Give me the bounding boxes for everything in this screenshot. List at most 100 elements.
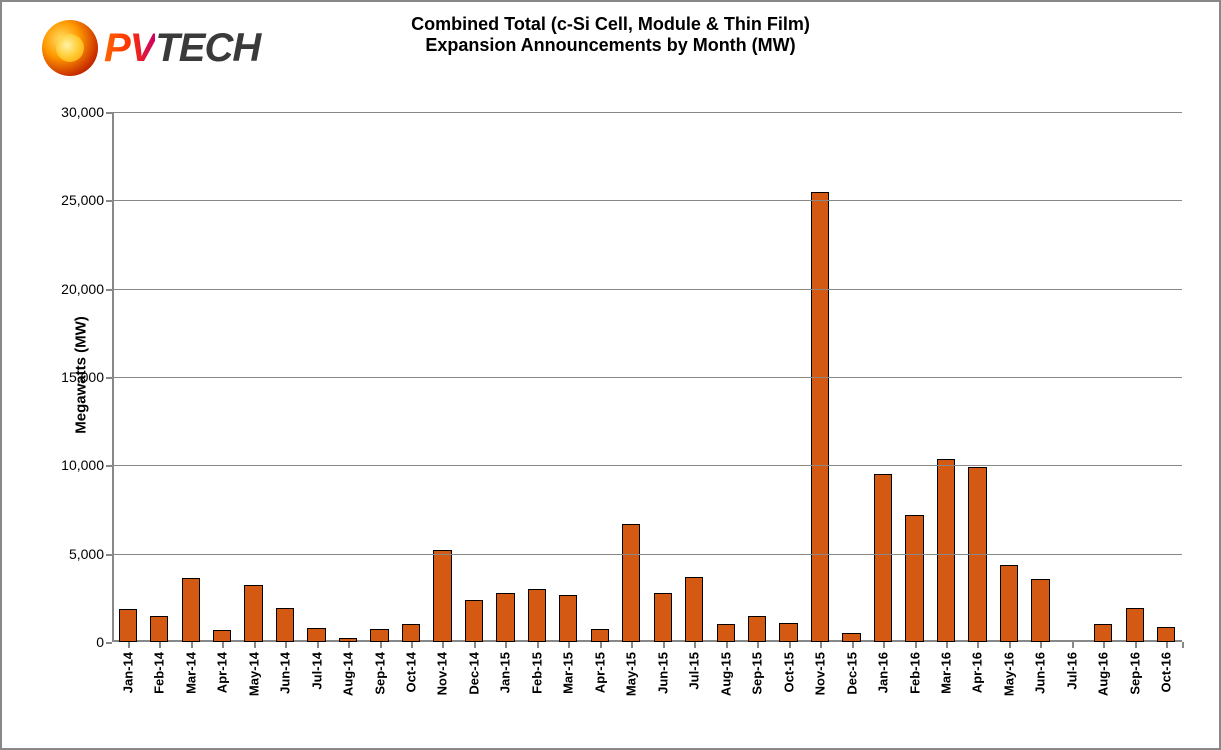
bar — [779, 623, 797, 642]
bar — [937, 459, 955, 642]
grid-line — [112, 289, 1182, 290]
x-tick-label: Jun-14 — [278, 652, 293, 694]
y-tick-mark — [106, 465, 112, 467]
x-tick-mark — [222, 642, 224, 648]
bar — [748, 616, 766, 643]
x-tick-mark — [442, 642, 444, 648]
bar — [370, 629, 388, 642]
x-tick-label: Aug-14 — [341, 652, 356, 696]
x-tick-label: Apr-15 — [592, 652, 607, 693]
x-tick-mark — [1166, 642, 1168, 648]
x-tick-mark — [1182, 642, 1184, 648]
title-line-2: Expansion Announcements by Month (MW) — [2, 35, 1219, 56]
x-tick-label: Nov-14 — [435, 652, 450, 695]
chart-container: PVTECH Combined Total (c-Si Cell, Module… — [0, 0, 1221, 750]
x-tick-mark — [977, 642, 979, 648]
x-tick-mark — [757, 642, 759, 648]
x-tick-mark — [789, 642, 791, 648]
x-tick-mark — [726, 642, 728, 648]
x-tick-label: Mar-16 — [938, 652, 953, 694]
x-tick-label: Jul-16 — [1064, 652, 1079, 690]
y-tick-label: 30,000 — [61, 104, 104, 120]
x-tick-mark — [1009, 642, 1011, 648]
plot-area: 05,00010,00015,00020,00025,00030,000 — [112, 112, 1182, 642]
bar — [465, 600, 483, 642]
x-tick-label: Aug-15 — [718, 652, 733, 696]
x-tick-mark — [1135, 642, 1137, 648]
x-tick-label: Dec-14 — [466, 652, 481, 695]
x-tick-mark — [317, 642, 319, 648]
grid-line — [112, 200, 1182, 201]
x-tick-mark — [820, 642, 822, 648]
grid-line — [112, 554, 1182, 555]
y-tick-mark — [106, 200, 112, 202]
x-tick-mark — [380, 642, 382, 648]
x-tick-mark — [191, 642, 193, 648]
x-tick-label: Aug-16 — [1096, 652, 1111, 696]
x-tick-label: Mar-15 — [561, 652, 576, 694]
x-tick-mark — [159, 642, 161, 648]
x-tick-label: Apr-16 — [970, 652, 985, 693]
x-tick-mark — [1072, 642, 1074, 648]
x-tick-mark — [915, 642, 917, 648]
y-tick-mark — [106, 642, 112, 644]
y-tick-label: 5,000 — [69, 546, 104, 562]
bar — [244, 585, 262, 642]
x-tick-mark — [946, 642, 948, 648]
bar — [496, 593, 514, 642]
bar — [559, 595, 577, 642]
y-tick-label: 15,000 — [61, 369, 104, 385]
bar — [842, 633, 860, 642]
bar — [1000, 565, 1018, 642]
y-tick-mark — [106, 377, 112, 379]
bar — [433, 550, 451, 642]
x-tick-mark — [1040, 642, 1042, 648]
x-tick-label: May-15 — [624, 652, 639, 696]
x-tick-label: Dec-15 — [844, 652, 859, 695]
y-tick-mark — [106, 289, 112, 291]
bar — [1157, 627, 1175, 642]
x-tick-label: Sep-14 — [372, 652, 387, 695]
x-tick-mark — [285, 642, 287, 648]
x-tick-label: Feb-15 — [529, 652, 544, 694]
bar — [276, 608, 294, 642]
x-tick-label: Sep-15 — [750, 652, 765, 695]
x-tick-mark — [254, 642, 256, 648]
bar — [874, 474, 892, 642]
bar — [1031, 579, 1049, 642]
grid-line — [112, 377, 1182, 378]
x-tick-label: Feb-16 — [907, 652, 922, 694]
bar — [307, 628, 325, 642]
x-tick-label: May-16 — [1001, 652, 1016, 696]
x-tick-mark — [600, 642, 602, 648]
bar — [717, 624, 735, 642]
x-tick-label: Jul-15 — [687, 652, 702, 690]
x-tick-label: Jun-16 — [1033, 652, 1048, 694]
x-tick-mark — [663, 642, 665, 648]
title-line-1: Combined Total (c-Si Cell, Module & Thin… — [2, 14, 1219, 35]
y-tick-label: 0 — [96, 634, 104, 650]
y-tick-label: 10,000 — [61, 457, 104, 473]
bar — [119, 609, 137, 642]
x-tick-label: Mar-14 — [183, 652, 198, 694]
bar — [402, 624, 420, 642]
bar — [905, 515, 923, 642]
x-tick-label: Oct-14 — [403, 652, 418, 692]
bar — [150, 616, 168, 643]
y-tick-mark — [106, 112, 112, 114]
x-tick-mark — [694, 642, 696, 648]
x-tick-label: Nov-15 — [813, 652, 828, 695]
x-tick-label: Jan-14 — [120, 652, 135, 693]
x-tick-mark — [1103, 642, 1105, 648]
x-tick-label: Jan-15 — [498, 652, 513, 693]
x-tick-label: Oct-15 — [781, 652, 796, 692]
x-tick-label: Feb-14 — [152, 652, 167, 694]
x-tick-mark — [537, 642, 539, 648]
x-axis-labels: Jan-14Feb-14Mar-14Apr-14May-14Jun-14Jul-… — [112, 646, 1182, 736]
x-tick-label: Sep-16 — [1127, 652, 1142, 695]
bar — [213, 630, 231, 642]
bar — [528, 589, 546, 642]
x-tick-label: Jul-14 — [309, 652, 324, 690]
x-tick-mark — [631, 642, 633, 648]
grid-line — [112, 112, 1182, 113]
